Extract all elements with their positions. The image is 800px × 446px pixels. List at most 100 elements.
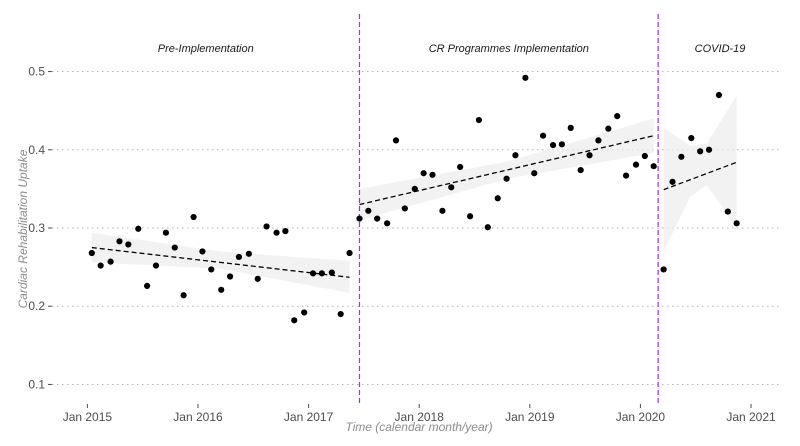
data-point [650, 163, 657, 170]
data-point [291, 317, 298, 324]
data-point [622, 172, 630, 179]
data-point [218, 286, 225, 293]
data-point [605, 125, 612, 132]
data-point [457, 163, 464, 171]
period-labels: Pre-Implementation CR Programmes Implemen… [158, 43, 746, 55]
data-point [328, 269, 335, 276]
period-label: COVID-19 [695, 43, 746, 55]
y-tick-label: 0.2 [28, 299, 45, 313]
data-point [539, 132, 547, 139]
data-point [705, 146, 713, 153]
data-point [245, 250, 252, 257]
x-tick-label: Jan 2016 [173, 410, 223, 424]
data-point [494, 195, 501, 202]
data-point [318, 270, 325, 277]
data-point [724, 208, 731, 215]
data-point [697, 148, 704, 155]
data-point [503, 175, 510, 182]
period-dividers [358, 14, 659, 404]
data-point [401, 205, 408, 212]
data-point [282, 228, 289, 235]
data-point [669, 178, 676, 185]
data-point [522, 74, 529, 81]
data-points [88, 74, 740, 324]
data-point [411, 185, 418, 192]
x-tick-label: Jan 2021 [726, 410, 776, 424]
data-point [558, 141, 565, 148]
gridlines [52, 71, 782, 385]
data-point [199, 248, 206, 255]
x-axis: Jan 2015 Jan 2016 Jan 2017 Jan 2018 Jan 2019… [63, 404, 776, 424]
y-tick-label: 0.1 [28, 377, 45, 391]
data-point [273, 229, 280, 236]
x-tick-label: Jan 2015 [63, 410, 113, 424]
data-point [107, 258, 114, 265]
data-point [263, 223, 270, 230]
data-point [429, 171, 436, 178]
data-point [641, 152, 648, 160]
data-point [715, 91, 723, 99]
data-point [152, 262, 160, 269]
data-point [135, 225, 142, 232]
y-tick-label: 0.3 [28, 221, 45, 235]
period-label: Pre-Implementation [158, 43, 254, 55]
data-point [309, 270, 317, 277]
data-point [531, 170, 538, 177]
data-point [448, 184, 455, 191]
y-tick-label: 0.4 [28, 143, 45, 157]
x-tick-label: Jan 2017 [284, 410, 334, 424]
trend-line [91, 246, 350, 278]
data-point [116, 238, 123, 245]
y-axis: 0.1 0.2 0.3 0.4 0.5 [28, 65, 52, 391]
data-point [392, 137, 400, 144]
data-point [586, 152, 593, 159]
trend-line [663, 161, 737, 191]
data-point [688, 134, 695, 142]
y-axis-title: Cardiac Rehabilitation Uptake [16, 149, 30, 308]
data-point [678, 153, 685, 160]
data-point [567, 124, 574, 131]
data-point [208, 266, 215, 273]
data-point [484, 224, 491, 231]
data-point [226, 273, 234, 280]
data-point [235, 253, 243, 261]
x-tick-label: Jan 2019 [505, 410, 555, 424]
data-point [365, 207, 372, 214]
data-point [97, 262, 104, 269]
x-tick-label: Jan 2018 [395, 410, 445, 424]
data-point [466, 213, 474, 220]
data-point [144, 282, 151, 289]
data-point [346, 249, 353, 257]
data-point [374, 215, 381, 222]
data-point [614, 113, 621, 120]
data-point [337, 310, 344, 318]
data-point [439, 207, 446, 214]
data-point [577, 167, 584, 174]
data-point [549, 141, 557, 149]
data-point [595, 137, 602, 144]
trend-line [359, 135, 654, 206]
data-point [475, 116, 483, 124]
data-point [512, 152, 519, 159]
data-point [88, 249, 95, 257]
data-point [420, 170, 427, 177]
data-point [171, 244, 178, 251]
confidence-band [359, 118, 654, 221]
period-label: CR Programmes Implementation [429, 43, 589, 55]
data-point [356, 215, 363, 222]
trend-lines [91, 135, 737, 278]
x-axis-title: Time (calendar month/year) [345, 420, 492, 434]
data-point [384, 220, 391, 227]
data-point [660, 266, 667, 273]
x-tick-label: Jan 2020 [616, 410, 666, 424]
data-point [162, 229, 170, 236]
confidence-band [663, 95, 737, 252]
y-tick-label: 0.5 [28, 65, 45, 79]
data-point [632, 161, 640, 168]
data-point [125, 241, 132, 248]
data-point [180, 292, 187, 299]
data-point [254, 275, 261, 282]
data-point [190, 213, 197, 221]
